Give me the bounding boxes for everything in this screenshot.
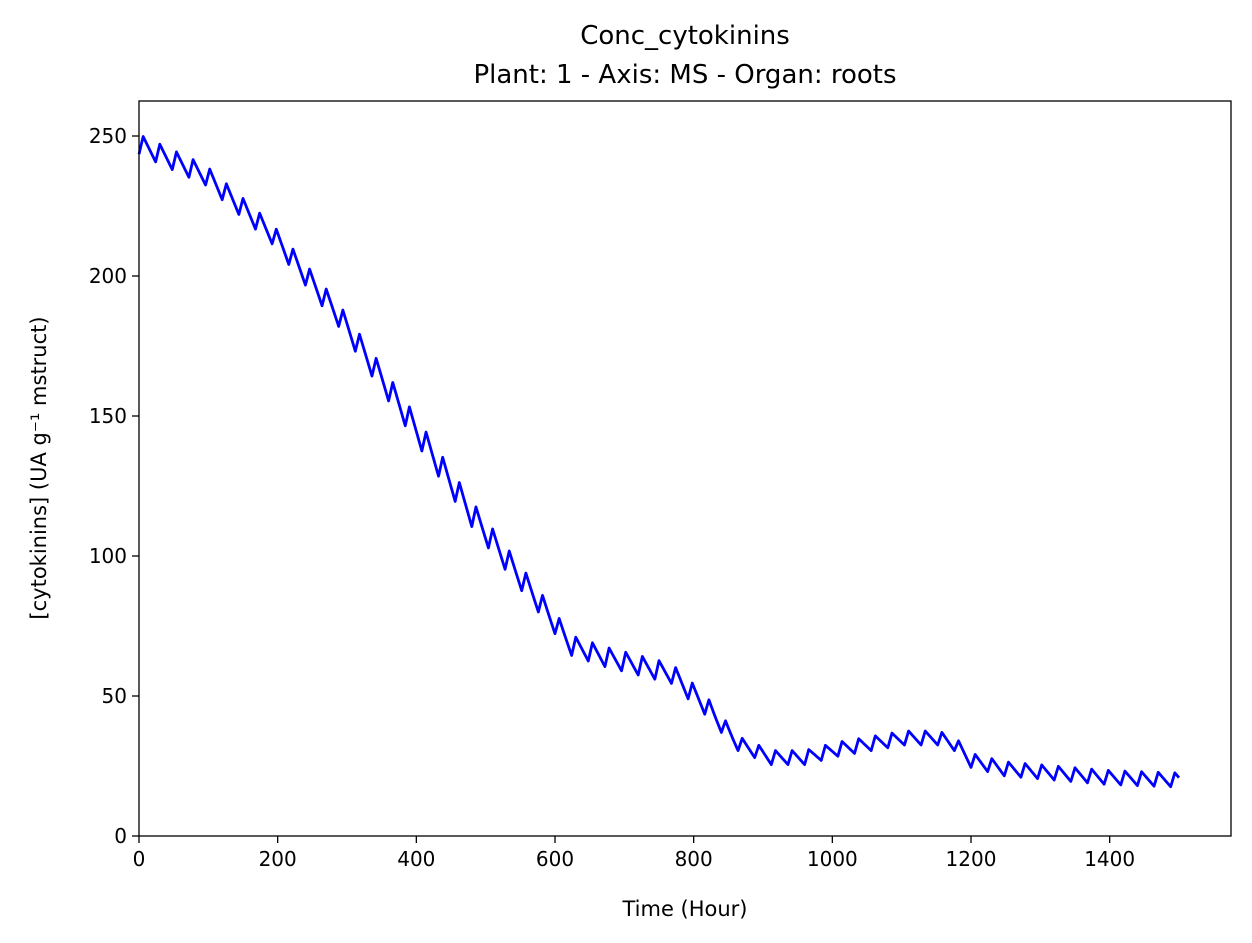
x-tick-label: 1200 xyxy=(946,847,997,871)
x-tick-label: 0 xyxy=(133,847,146,871)
y-tick-label: 200 xyxy=(89,264,127,288)
y-tick-label: 100 xyxy=(89,544,127,568)
y-tick-label: 0 xyxy=(114,824,127,848)
series-layer xyxy=(137,135,1181,789)
plot-frame xyxy=(138,100,1232,837)
chart-title: Conc_cytokinins xyxy=(580,21,790,51)
y-axis-ticks: 0 50 100 150 200 250 xyxy=(89,124,139,848)
x-axis-label: Time (Hour) xyxy=(621,897,747,921)
y-axis-label: [cytokinins] (UA g⁻¹ mstruct) xyxy=(27,316,51,619)
x-tick-label: 1000 xyxy=(807,847,858,871)
x-tick-label: 800 xyxy=(675,847,713,871)
chart-subtitle: Plant: 1 - Axis: MS - Organ: roots xyxy=(473,60,896,90)
x-tick-label: 200 xyxy=(259,847,297,871)
x-tick-label: 400 xyxy=(397,847,435,871)
plot-area xyxy=(139,101,1231,836)
series-line xyxy=(137,135,1181,789)
y-tick-label: 150 xyxy=(89,404,127,428)
y-tick-label: 50 xyxy=(102,684,127,708)
y-tick-label: 250 xyxy=(89,124,127,148)
x-axis-ticks: 0 200 400 600 800 1000 1200 1400 xyxy=(133,836,1135,871)
x-tick-label: 1400 xyxy=(1084,847,1135,871)
x-tick-label: 600 xyxy=(536,847,574,871)
